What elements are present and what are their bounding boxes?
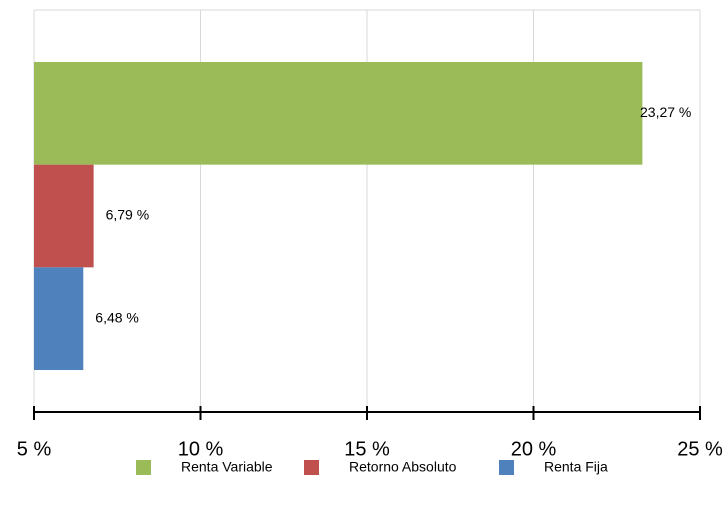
legend-swatch bbox=[304, 460, 319, 475]
legend-label: Retorno Absoluto bbox=[349, 459, 457, 475]
data-label: 6,79 % bbox=[106, 207, 150, 223]
legend-label: Renta Fija bbox=[544, 459, 608, 475]
x-tick-label: 5 % bbox=[17, 438, 52, 460]
data-label: 6,48 % bbox=[95, 309, 139, 325]
legend-label: Renta Variable bbox=[181, 459, 273, 475]
data-label: 23,27 % bbox=[640, 104, 691, 120]
legend-swatch bbox=[136, 460, 151, 475]
x-tick-label: 25 % bbox=[677, 438, 723, 460]
x-tick-label: 15 % bbox=[344, 438, 390, 460]
bar bbox=[34, 267, 84, 370]
x-tick-label: 20 % bbox=[511, 438, 557, 460]
legend-swatch bbox=[499, 460, 514, 475]
bar bbox=[34, 62, 643, 165]
bar bbox=[34, 164, 94, 268]
x-tick-label: 10 % bbox=[178, 438, 224, 460]
